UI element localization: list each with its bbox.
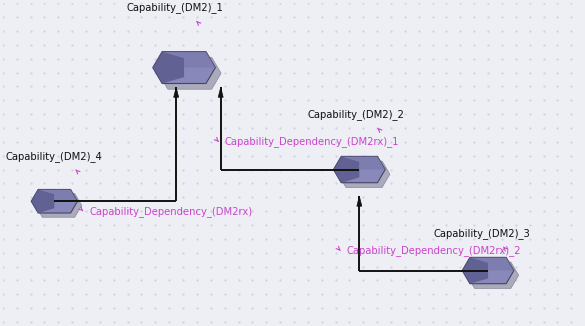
Polygon shape bbox=[31, 189, 77, 213]
Polygon shape bbox=[36, 194, 82, 217]
Polygon shape bbox=[174, 87, 178, 97]
Polygon shape bbox=[333, 156, 359, 183]
Polygon shape bbox=[338, 161, 390, 187]
Polygon shape bbox=[341, 156, 385, 170]
Polygon shape bbox=[31, 189, 54, 213]
Polygon shape bbox=[153, 52, 184, 83]
Polygon shape bbox=[38, 189, 77, 201]
Text: Capability_(DM2)_4: Capability_(DM2)_4 bbox=[6, 151, 102, 162]
Text: Capability_(DM2)_1: Capability_(DM2)_1 bbox=[126, 2, 223, 13]
Text: Capability_Dependency_(DM2rx)_1: Capability_Dependency_(DM2rx)_1 bbox=[225, 136, 399, 147]
Text: Capability_Dependency_(DM2rx)_2: Capability_Dependency_(DM2rx)_2 bbox=[346, 245, 521, 256]
Polygon shape bbox=[467, 262, 519, 289]
Polygon shape bbox=[462, 258, 514, 284]
Polygon shape bbox=[357, 196, 362, 206]
Polygon shape bbox=[218, 87, 223, 97]
Text: Capability_Dependency_(DM2rx): Capability_Dependency_(DM2rx) bbox=[89, 206, 252, 216]
Text: Capability_(DM2)_3: Capability_(DM2)_3 bbox=[433, 228, 531, 239]
Polygon shape bbox=[462, 258, 488, 284]
Text: Capability_(DM2)_2: Capability_(DM2)_2 bbox=[308, 109, 405, 120]
Polygon shape bbox=[153, 52, 215, 83]
Polygon shape bbox=[470, 258, 514, 271]
Polygon shape bbox=[333, 156, 385, 183]
Polygon shape bbox=[159, 57, 221, 89]
Polygon shape bbox=[162, 52, 215, 67]
